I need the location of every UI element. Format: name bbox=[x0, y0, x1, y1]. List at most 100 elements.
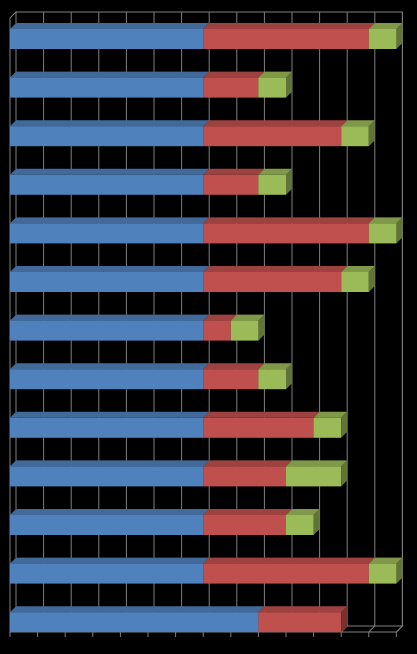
bar-side bbox=[286, 168, 292, 195]
bar-top bbox=[230, 314, 265, 321]
bar-front bbox=[10, 272, 204, 292]
bar-front bbox=[258, 612, 342, 633]
bar-front bbox=[203, 272, 342, 292]
bar-segment bbox=[203, 363, 265, 390]
bar-top bbox=[10, 120, 210, 127]
bar-top bbox=[368, 23, 403, 29]
bar-front bbox=[10, 612, 259, 633]
bar-segment bbox=[10, 71, 210, 98]
bar-side bbox=[396, 217, 403, 244]
bar-front bbox=[230, 320, 259, 341]
bar-top bbox=[10, 71, 210, 78]
bar-segment bbox=[10, 217, 210, 244]
bar-front bbox=[203, 417, 314, 438]
bar-top bbox=[313, 411, 348, 418]
bar-top bbox=[203, 120, 348, 127]
bar-side bbox=[286, 71, 292, 98]
bar-top bbox=[203, 217, 375, 224]
bar-top bbox=[203, 266, 348, 272]
bar-front bbox=[341, 272, 369, 292]
bar-front bbox=[203, 174, 259, 195]
bar-front bbox=[10, 466, 204, 487]
bar-front bbox=[10, 77, 204, 98]
bar-segment bbox=[203, 23, 375, 49]
bar-front bbox=[286, 515, 314, 535]
bar-segment bbox=[313, 411, 348, 438]
bar-front bbox=[258, 174, 286, 195]
bar-segment bbox=[341, 266, 375, 292]
bar-front bbox=[203, 466, 286, 487]
bar-front bbox=[10, 563, 204, 584]
bar-front bbox=[313, 417, 342, 438]
bar-segment bbox=[368, 557, 403, 584]
bar-segment bbox=[341, 120, 375, 147]
bar-front bbox=[203, 77, 259, 98]
bar-segment bbox=[10, 606, 265, 633]
bar-front bbox=[10, 29, 204, 49]
bar-front bbox=[258, 369, 286, 390]
bar-front bbox=[203, 223, 369, 244]
bar-segment bbox=[10, 120, 210, 147]
bar-segment bbox=[10, 363, 210, 390]
bar-side bbox=[341, 460, 348, 487]
floor-gridline bbox=[368, 625, 376, 633]
bar-side bbox=[286, 363, 292, 390]
bar-segment bbox=[286, 460, 348, 487]
bar-top bbox=[258, 168, 292, 175]
bar-front bbox=[10, 223, 204, 244]
bar-front bbox=[203, 369, 259, 390]
bar-top bbox=[203, 23, 375, 29]
bar-segment bbox=[10, 266, 210, 292]
bar-side bbox=[368, 120, 375, 147]
bar-top bbox=[258, 606, 348, 613]
bar-segment bbox=[258, 71, 292, 98]
bar-front bbox=[10, 369, 204, 390]
bar-top bbox=[10, 606, 265, 613]
bar-segment bbox=[203, 217, 375, 244]
bar-front bbox=[368, 223, 397, 244]
bar-top bbox=[10, 509, 210, 515]
bar-front bbox=[10, 174, 204, 195]
bar-side bbox=[396, 557, 403, 584]
bar-segment bbox=[230, 314, 265, 341]
bar-top bbox=[258, 71, 292, 78]
bar-side bbox=[258, 314, 265, 341]
bar-top bbox=[10, 217, 210, 224]
bar-segment bbox=[10, 168, 210, 195]
bar-segment bbox=[203, 266, 348, 292]
bar-segment bbox=[10, 411, 210, 438]
bar-side bbox=[341, 411, 348, 438]
bar-top bbox=[203, 71, 265, 78]
bars bbox=[10, 23, 403, 633]
bar-front bbox=[203, 563, 369, 584]
bar-top bbox=[10, 557, 210, 564]
bar-segment bbox=[258, 363, 292, 390]
bar-front bbox=[10, 515, 204, 535]
bar-top bbox=[10, 460, 210, 467]
floor-gridline bbox=[396, 625, 403, 633]
bar-segment bbox=[203, 168, 265, 195]
bar-segment bbox=[203, 120, 348, 147]
bar-segment bbox=[10, 314, 210, 341]
bar-top bbox=[203, 411, 320, 418]
bar-segment bbox=[368, 217, 403, 244]
bar-segment bbox=[10, 23, 210, 49]
bar-side bbox=[368, 266, 375, 292]
bar-segment bbox=[203, 509, 292, 535]
bar-top bbox=[10, 266, 210, 272]
bar-segment bbox=[203, 557, 375, 584]
bar-top bbox=[341, 266, 375, 272]
bar-top bbox=[286, 460, 348, 467]
bar-segment bbox=[203, 71, 265, 98]
bar-front bbox=[368, 29, 397, 49]
bar-side bbox=[396, 23, 403, 49]
bar-top bbox=[203, 314, 237, 321]
bar-top bbox=[203, 363, 265, 370]
bar-top bbox=[368, 557, 403, 564]
bar-front bbox=[368, 563, 397, 584]
bar-top bbox=[286, 509, 320, 515]
bar-front bbox=[341, 126, 369, 147]
bar-segment bbox=[286, 509, 320, 535]
